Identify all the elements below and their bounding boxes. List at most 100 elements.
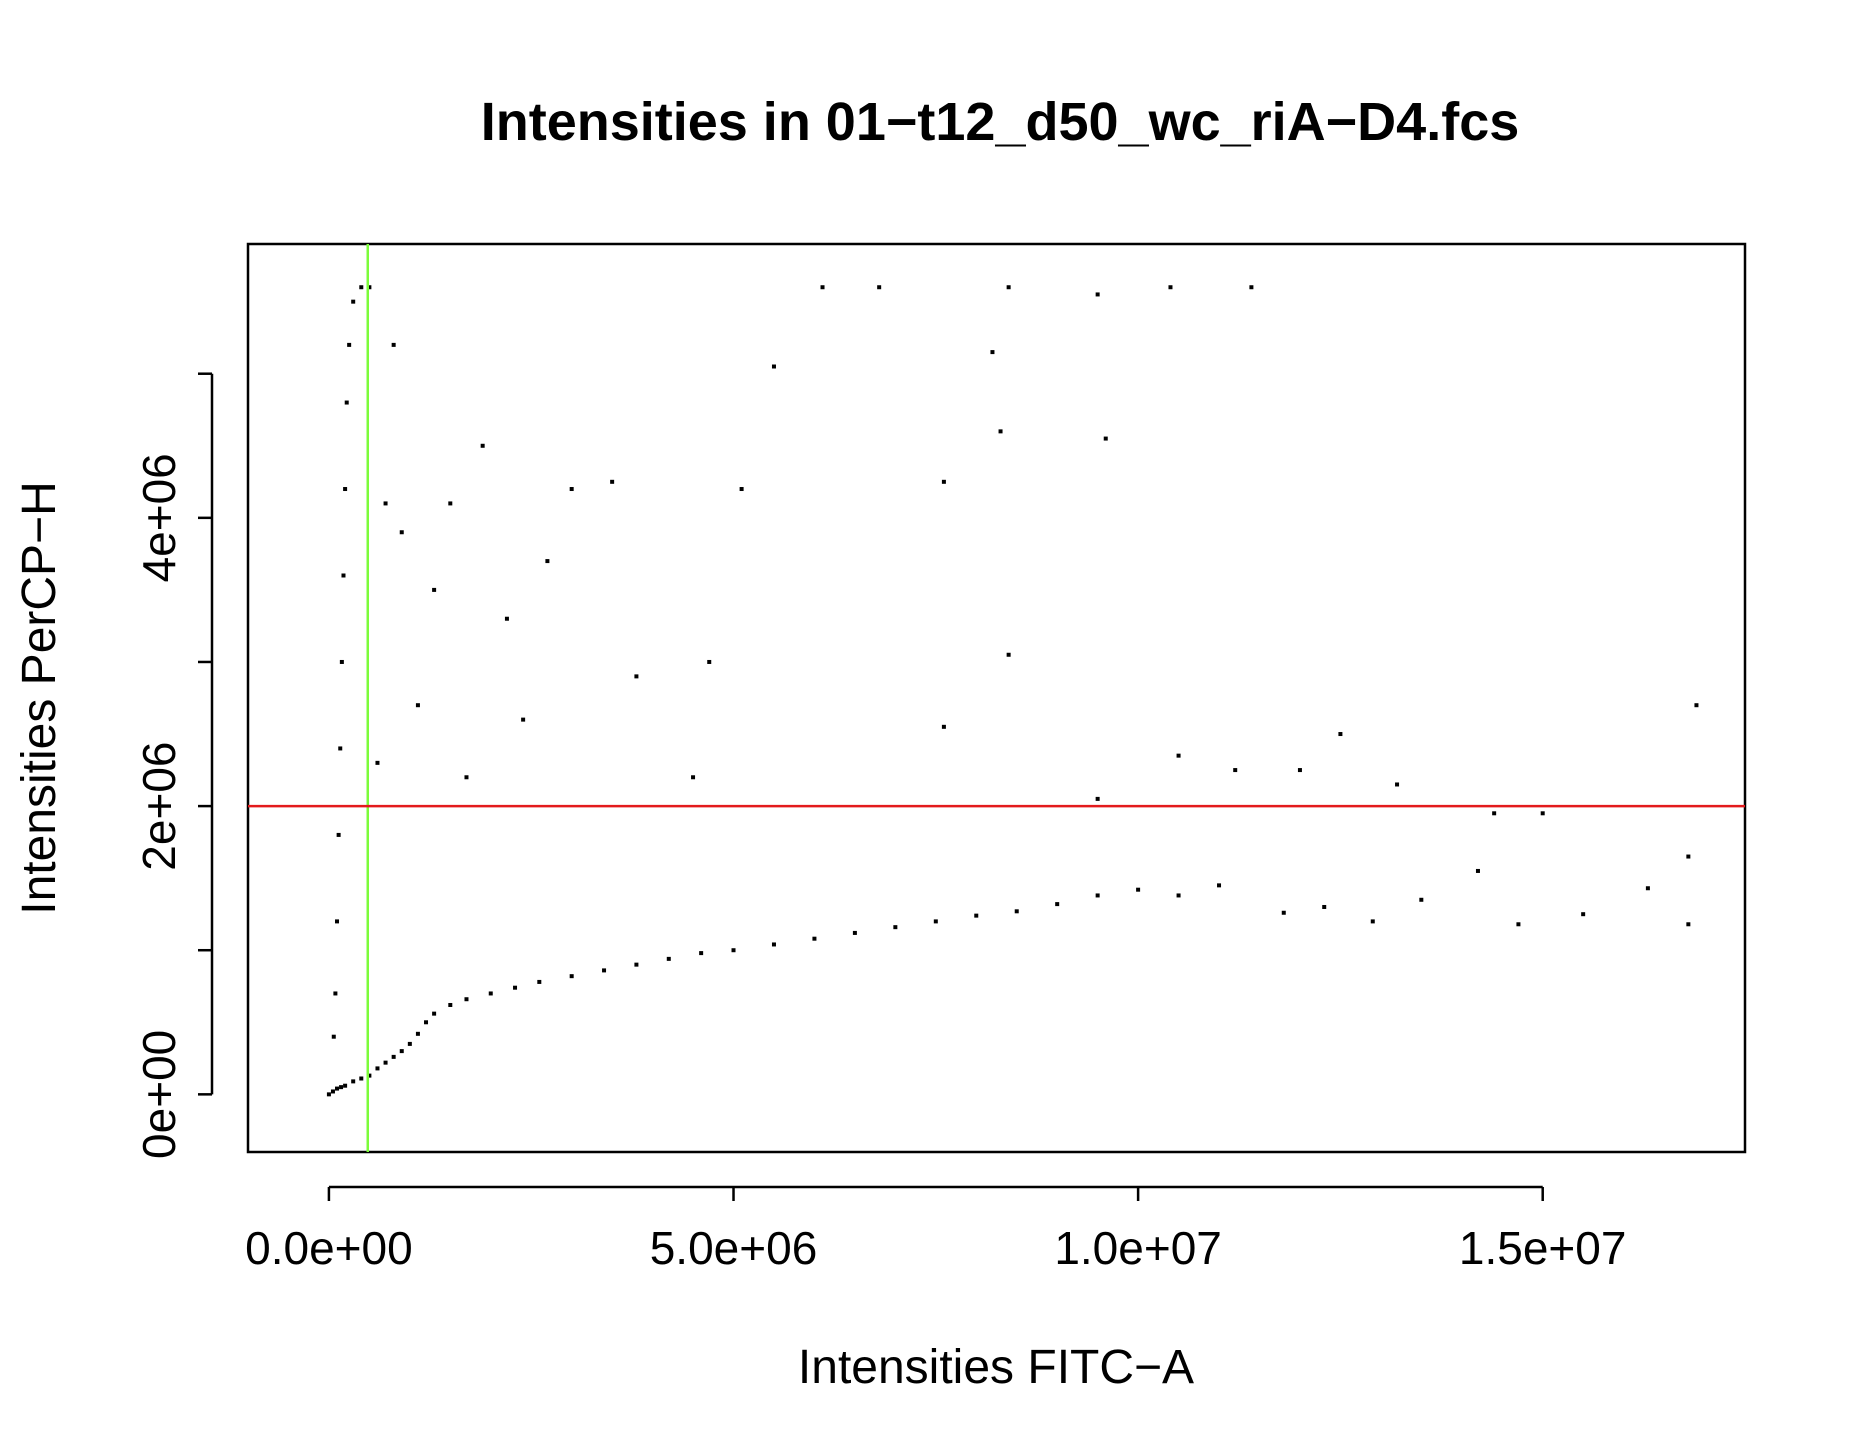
reference-lines [248,244,1745,1152]
x-tick-label: 1.5e+07 [1459,1222,1627,1274]
data-point [375,1066,380,1071]
data-point [569,974,574,979]
y-tick-label: 2e+06 [133,741,185,870]
data-point [1492,811,1497,816]
data-point [1516,922,1521,927]
data-point [1645,886,1650,891]
data-point [367,1073,372,1078]
data-point [941,724,946,729]
data-point [383,501,388,506]
data-point [1217,883,1222,888]
data-point [1297,768,1302,773]
data-point [1395,782,1400,787]
x-axis-label: Intensities FITC−A [798,1341,1194,1394]
data-point [333,991,338,996]
data-point [335,919,340,924]
data-point [1006,285,1011,290]
data-point [407,1041,412,1046]
data-point [521,717,526,722]
data-point [634,962,639,967]
data-point [339,659,344,664]
data-point [1338,732,1343,737]
data-point [771,364,776,369]
data-point [335,1086,340,1091]
data-point [347,342,352,347]
data-point [375,760,380,765]
x-tick-label: 5.0e+06 [650,1222,818,1274]
data-point [602,968,607,973]
data-point [415,703,420,708]
data-point [1686,922,1691,927]
data-point [341,573,346,578]
data-point [1370,919,1375,924]
data-point [998,429,1003,434]
data-point [990,350,995,355]
y-axis: 0e+00 2e+06 4e+06 [133,372,214,1159]
y-axis-label: Intensities PerCP−H [13,481,66,915]
data-point [545,559,550,564]
data-point [464,775,469,780]
data-point [634,674,639,679]
data-point [1475,868,1480,873]
data-point [344,400,349,405]
data-point [464,997,469,1002]
data-point [391,342,396,347]
data-point [448,501,453,506]
data-point [893,925,898,930]
data-point [351,1079,356,1084]
data-point [330,1089,335,1094]
data-point [1419,897,1424,902]
data-point [513,985,518,990]
data-point [1014,909,1019,914]
data-point [359,1076,364,1081]
y-tick-label: 0e+00 [133,1030,185,1159]
data-point [1136,887,1141,892]
data-point [569,487,574,492]
data-point [1686,854,1691,859]
data-point [877,285,882,290]
data-point [1095,893,1100,898]
data-point [1540,811,1545,816]
data-point [338,746,343,751]
data-point [391,1054,396,1059]
data-point [1095,292,1100,297]
x-tick-label: 0.0e+00 [245,1222,413,1274]
data-point [326,1092,331,1097]
data-point [504,616,509,621]
data-point [432,587,437,592]
data-point [707,659,712,664]
data-point [343,487,348,492]
data-point [1176,893,1181,898]
data-point [1581,912,1586,917]
data-point [383,1060,388,1065]
data-point [424,1020,429,1025]
data-point [415,1031,420,1036]
data-point [359,285,364,290]
data-point [488,991,493,996]
data-point [1249,285,1254,290]
data-point [1233,768,1238,773]
data-point [812,936,817,941]
data-point [351,299,356,304]
data-point [771,942,776,947]
data-point [941,479,946,484]
data-point [820,285,825,290]
data-point [1694,703,1699,708]
plot-frame [246,242,1747,1154]
data-point [480,443,485,448]
data-point [448,1002,453,1007]
data-point [974,913,979,918]
data-point [852,930,857,935]
data-point [343,1083,348,1088]
y-tick-label: 4e+06 [133,453,185,582]
x-tick-label: 1.0e+07 [1054,1222,1222,1274]
data-point [691,775,696,780]
data-point [731,948,736,953]
data-point [399,530,404,535]
data-point [1095,796,1100,801]
data-point [739,487,744,492]
data-point [1176,753,1181,758]
data-point [1322,904,1327,909]
